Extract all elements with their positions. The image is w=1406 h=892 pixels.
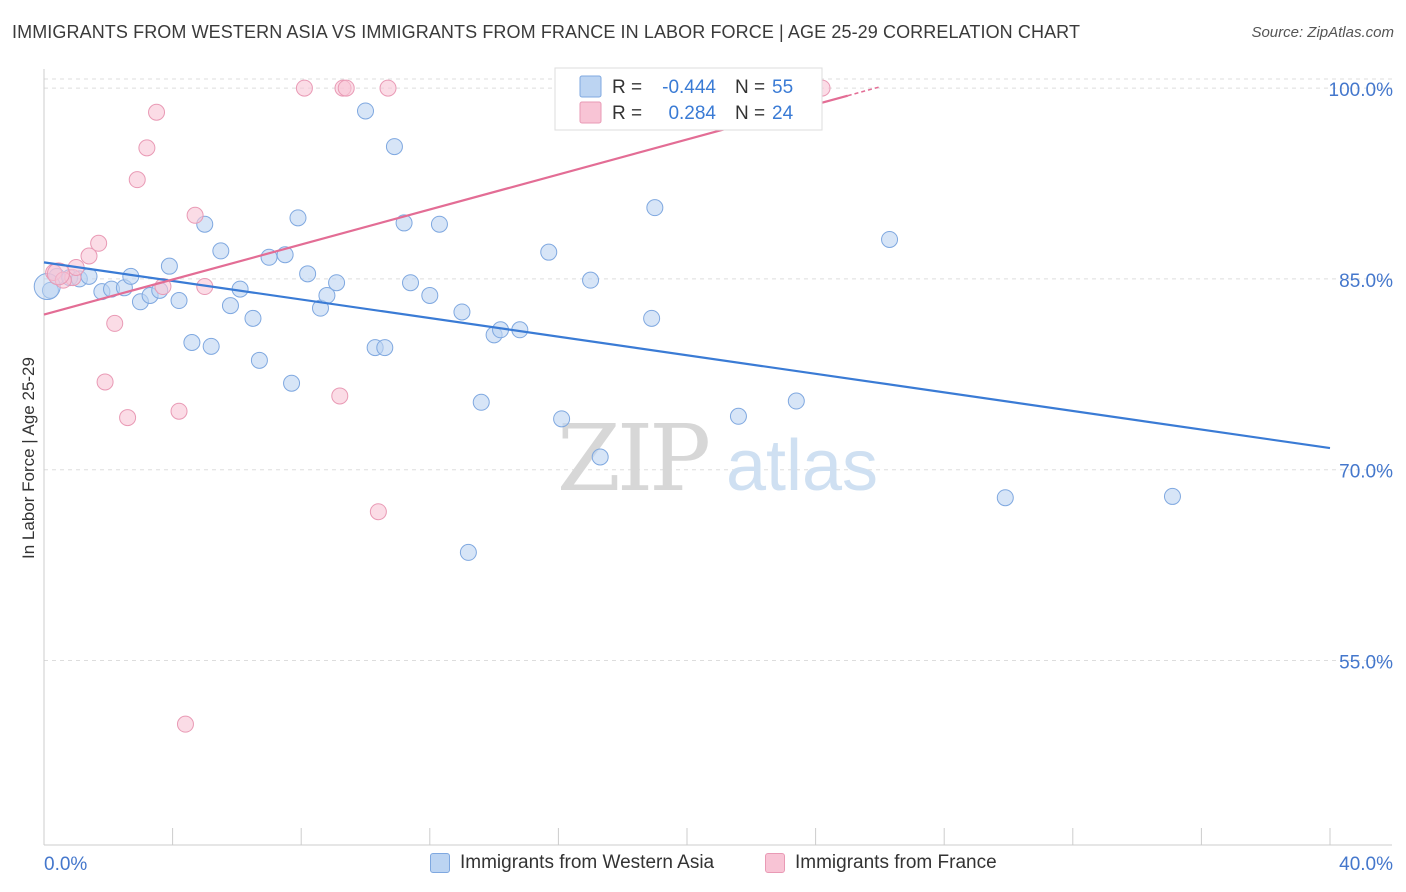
point-western-asia [160, 257, 178, 275]
legend-r-label-blue: R = [612, 77, 642, 98]
x-tick-labels: 0.0% 40.0% [44, 854, 1393, 875]
point-france [148, 103, 166, 121]
y-tick-labels: 55.0% 70.0% 85.0% 100.0% [1329, 80, 1394, 673]
point-western-asia [376, 339, 394, 357]
point-western-asia [244, 309, 262, 327]
point-western-asia [1163, 487, 1181, 505]
trend-line-france-extension [847, 86, 881, 97]
chart-title: IMMIGRANTS FROM WESTERN ASIA VS IMMIGRAN… [12, 22, 1081, 42]
watermark-atlas: atlas [726, 426, 878, 506]
point-western-asia [421, 286, 439, 304]
legend-swatch-france [765, 853, 785, 873]
point-western-asia [787, 392, 805, 410]
legend-r-value-pink: 0.284 [668, 103, 716, 124]
legend-n-label-pink: N = [735, 103, 765, 124]
point-western-asia [453, 303, 471, 321]
point-france [186, 206, 204, 224]
point-western-asia [881, 230, 899, 248]
legend-swatch-western-asia [430, 853, 450, 873]
trend-lines [43, 86, 1331, 450]
point-western-asia [221, 297, 239, 315]
point-western-asia [328, 274, 346, 292]
x-tick-label-end: 40.0% [1339, 854, 1393, 875]
y-tick-label: 85.0% [1339, 271, 1393, 292]
axes [43, 69, 1392, 846]
watermark: ZIP atlas [557, 405, 878, 512]
series-france [45, 79, 831, 733]
point-western-asia [996, 489, 1014, 507]
legend-swatch-blue [579, 75, 602, 98]
point-western-asia [183, 334, 201, 352]
legend-swatch-pink [579, 101, 602, 124]
point-western-asia [202, 337, 220, 355]
point-france [138, 139, 156, 157]
point-western-asia [212, 242, 230, 260]
correlation-legend: R = -0.444 N = 55 R = 0.284 N = 24 [554, 67, 823, 131]
point-western-asia [646, 199, 664, 217]
point-western-asia [643, 309, 661, 327]
point-western-asia [357, 102, 374, 120]
watermark-zip: ZIP [557, 405, 708, 512]
point-france [337, 79, 355, 97]
legend-n-label-blue: N = [735, 77, 765, 98]
point-france [176, 715, 194, 733]
legend-n-value-blue: 55 [772, 77, 793, 98]
point-western-asia [582, 271, 600, 289]
legend-n-value-pink: 24 [772, 103, 794, 124]
trend-line-france [43, 94, 849, 316]
y-tick-label: 70.0% [1339, 462, 1393, 483]
y-tick-label: 100.0% [1329, 80, 1394, 101]
legend-label-france: Immigrants from France [795, 852, 997, 873]
point-western-asia [385, 138, 403, 156]
point-france [170, 402, 188, 420]
point-france [80, 247, 98, 265]
legend-r-label-pink: R = [612, 103, 642, 124]
x-tick-label-start: 0.0% [44, 854, 87, 875]
point-western-asia [540, 243, 558, 261]
y-axis-label: In Labor Force | Age 25-29 [19, 357, 38, 559]
legend-item-france: Immigrants from France [765, 852, 997, 874]
point-western-asia [395, 214, 413, 232]
point-france-cluster [46, 262, 70, 286]
point-western-asia [430, 215, 448, 233]
series-legend: Immigrants from Western Asia Immigrants … [0, 852, 1406, 878]
legend-r-value-blue: -0.444 [662, 77, 716, 98]
point-western-asia [299, 265, 317, 283]
point-western-asia [402, 274, 420, 292]
legend-item-western-asia: Immigrants from Western Asia [430, 852, 714, 874]
point-western-asia [472, 393, 490, 411]
trend-line-western-asia [43, 261, 1331, 450]
point-western-asia [591, 448, 609, 466]
point-france [331, 387, 349, 405]
point-western-asia [729, 407, 747, 425]
point-france [295, 79, 313, 97]
point-france [119, 409, 137, 427]
point-france [106, 314, 124, 332]
point-western-asia [283, 374, 301, 392]
point-western-asia [553, 410, 571, 428]
y-tick-label: 55.0% [1339, 653, 1393, 674]
point-western-asia [250, 351, 268, 369]
point-western-asia [170, 292, 188, 310]
point-western-asia [289, 209, 307, 227]
point-france [96, 373, 114, 391]
point-france [369, 503, 387, 521]
series-western-asia [33, 102, 1181, 561]
grid-lines [44, 78, 1392, 662]
point-france [128, 171, 146, 189]
source-label: Source: ZipAtlas.com [1251, 24, 1394, 41]
point-western-asia [459, 543, 477, 561]
point-france [90, 234, 108, 252]
legend-label-western-asia: Immigrants from Western Asia [460, 852, 715, 873]
point-france [379, 79, 397, 97]
